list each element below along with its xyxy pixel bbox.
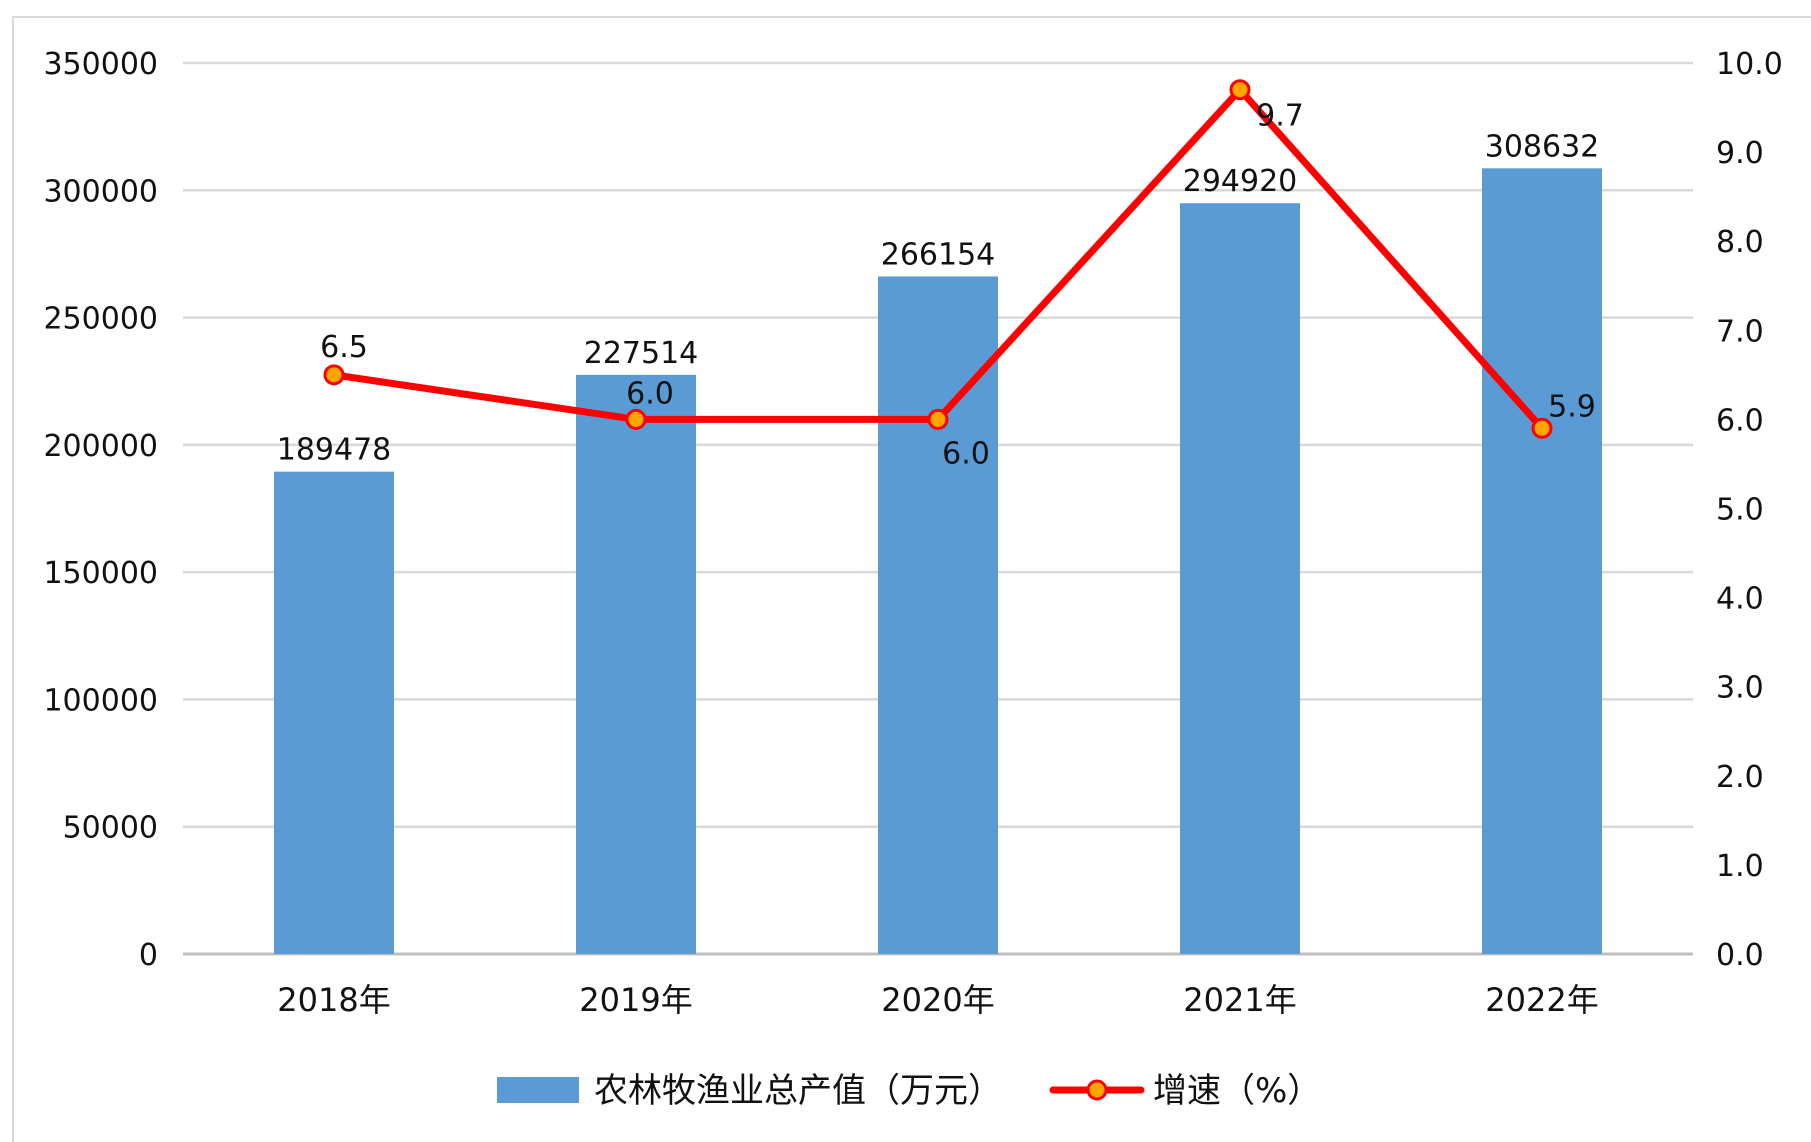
legend-line-marker (1086, 1079, 1108, 1101)
bar (576, 374, 696, 955)
y-right-tick-label: 10.0 (1716, 47, 1783, 82)
y-right-tick-label: 8.0 (1716, 225, 1764, 260)
bar-data-label: 266154 (881, 237, 996, 272)
bar (878, 276, 998, 954)
y-right-tick-label: 5.0 (1716, 493, 1764, 528)
y-left-tick-label: 150000 (43, 556, 158, 591)
y-left-tick-label: 250000 (43, 302, 158, 337)
bar (1482, 168, 1602, 955)
y-right-tick-label: 1.0 (1716, 849, 1764, 884)
x-tick-label: 2022年 (1485, 981, 1598, 1019)
y-left-tick-label: 100000 (43, 683, 158, 718)
line-data-label: 9.7 (1256, 99, 1304, 134)
y-right-tick-label: 7.0 (1716, 314, 1764, 349)
x-tick-label: 2019年 (579, 981, 692, 1019)
x-tick-label: 2020年 (881, 981, 994, 1019)
legend-bar-swatch (497, 1077, 579, 1103)
line-data-label: 6.0 (942, 436, 990, 471)
line-data-label: 5.9 (1548, 389, 1596, 424)
line-data-label: 6.5 (320, 330, 368, 365)
y-right-tick-label: 3.0 (1716, 671, 1764, 706)
bar-data-label: 227514 (584, 336, 699, 371)
y-left-tick-label: 300000 (43, 174, 158, 209)
y-right-tick-label: 0.0 (1716, 938, 1764, 973)
growth-point (323, 364, 345, 386)
bar (1180, 203, 1300, 954)
bar-data-label: 189478 (277, 433, 392, 468)
y-right-tick-label: 9.0 (1716, 136, 1764, 171)
legend-bar-label: 农林牧渔业总产值（万元） (594, 1071, 1002, 1111)
y-left-tick-label: 350000 (43, 47, 158, 82)
chart-frame (12, 16, 1811, 1142)
x-tick-label: 2021年 (1183, 981, 1296, 1019)
y-left-tick-label: 50000 (63, 811, 158, 846)
y-right-tick-label: 4.0 (1716, 582, 1764, 617)
growth-point (625, 408, 647, 430)
growth-point (1531, 417, 1553, 439)
y-left-tick-label: 200000 (43, 429, 158, 464)
growth-point (1229, 79, 1251, 101)
bar-data-label: 308632 (1485, 129, 1600, 164)
y-right-tick-label: 6.0 (1716, 403, 1764, 438)
y-right-tick-label: 2.0 (1716, 760, 1764, 795)
x-tick-label: 2018年 (277, 981, 390, 1019)
bar (274, 471, 394, 954)
line-data-label: 6.0 (626, 376, 674, 411)
y-left-tick-label: 0 (139, 938, 158, 973)
bar-data-label: 294920 (1183, 164, 1298, 199)
growth-point (927, 408, 949, 430)
legend-line-label: 增速（%） (1153, 1071, 1321, 1111)
